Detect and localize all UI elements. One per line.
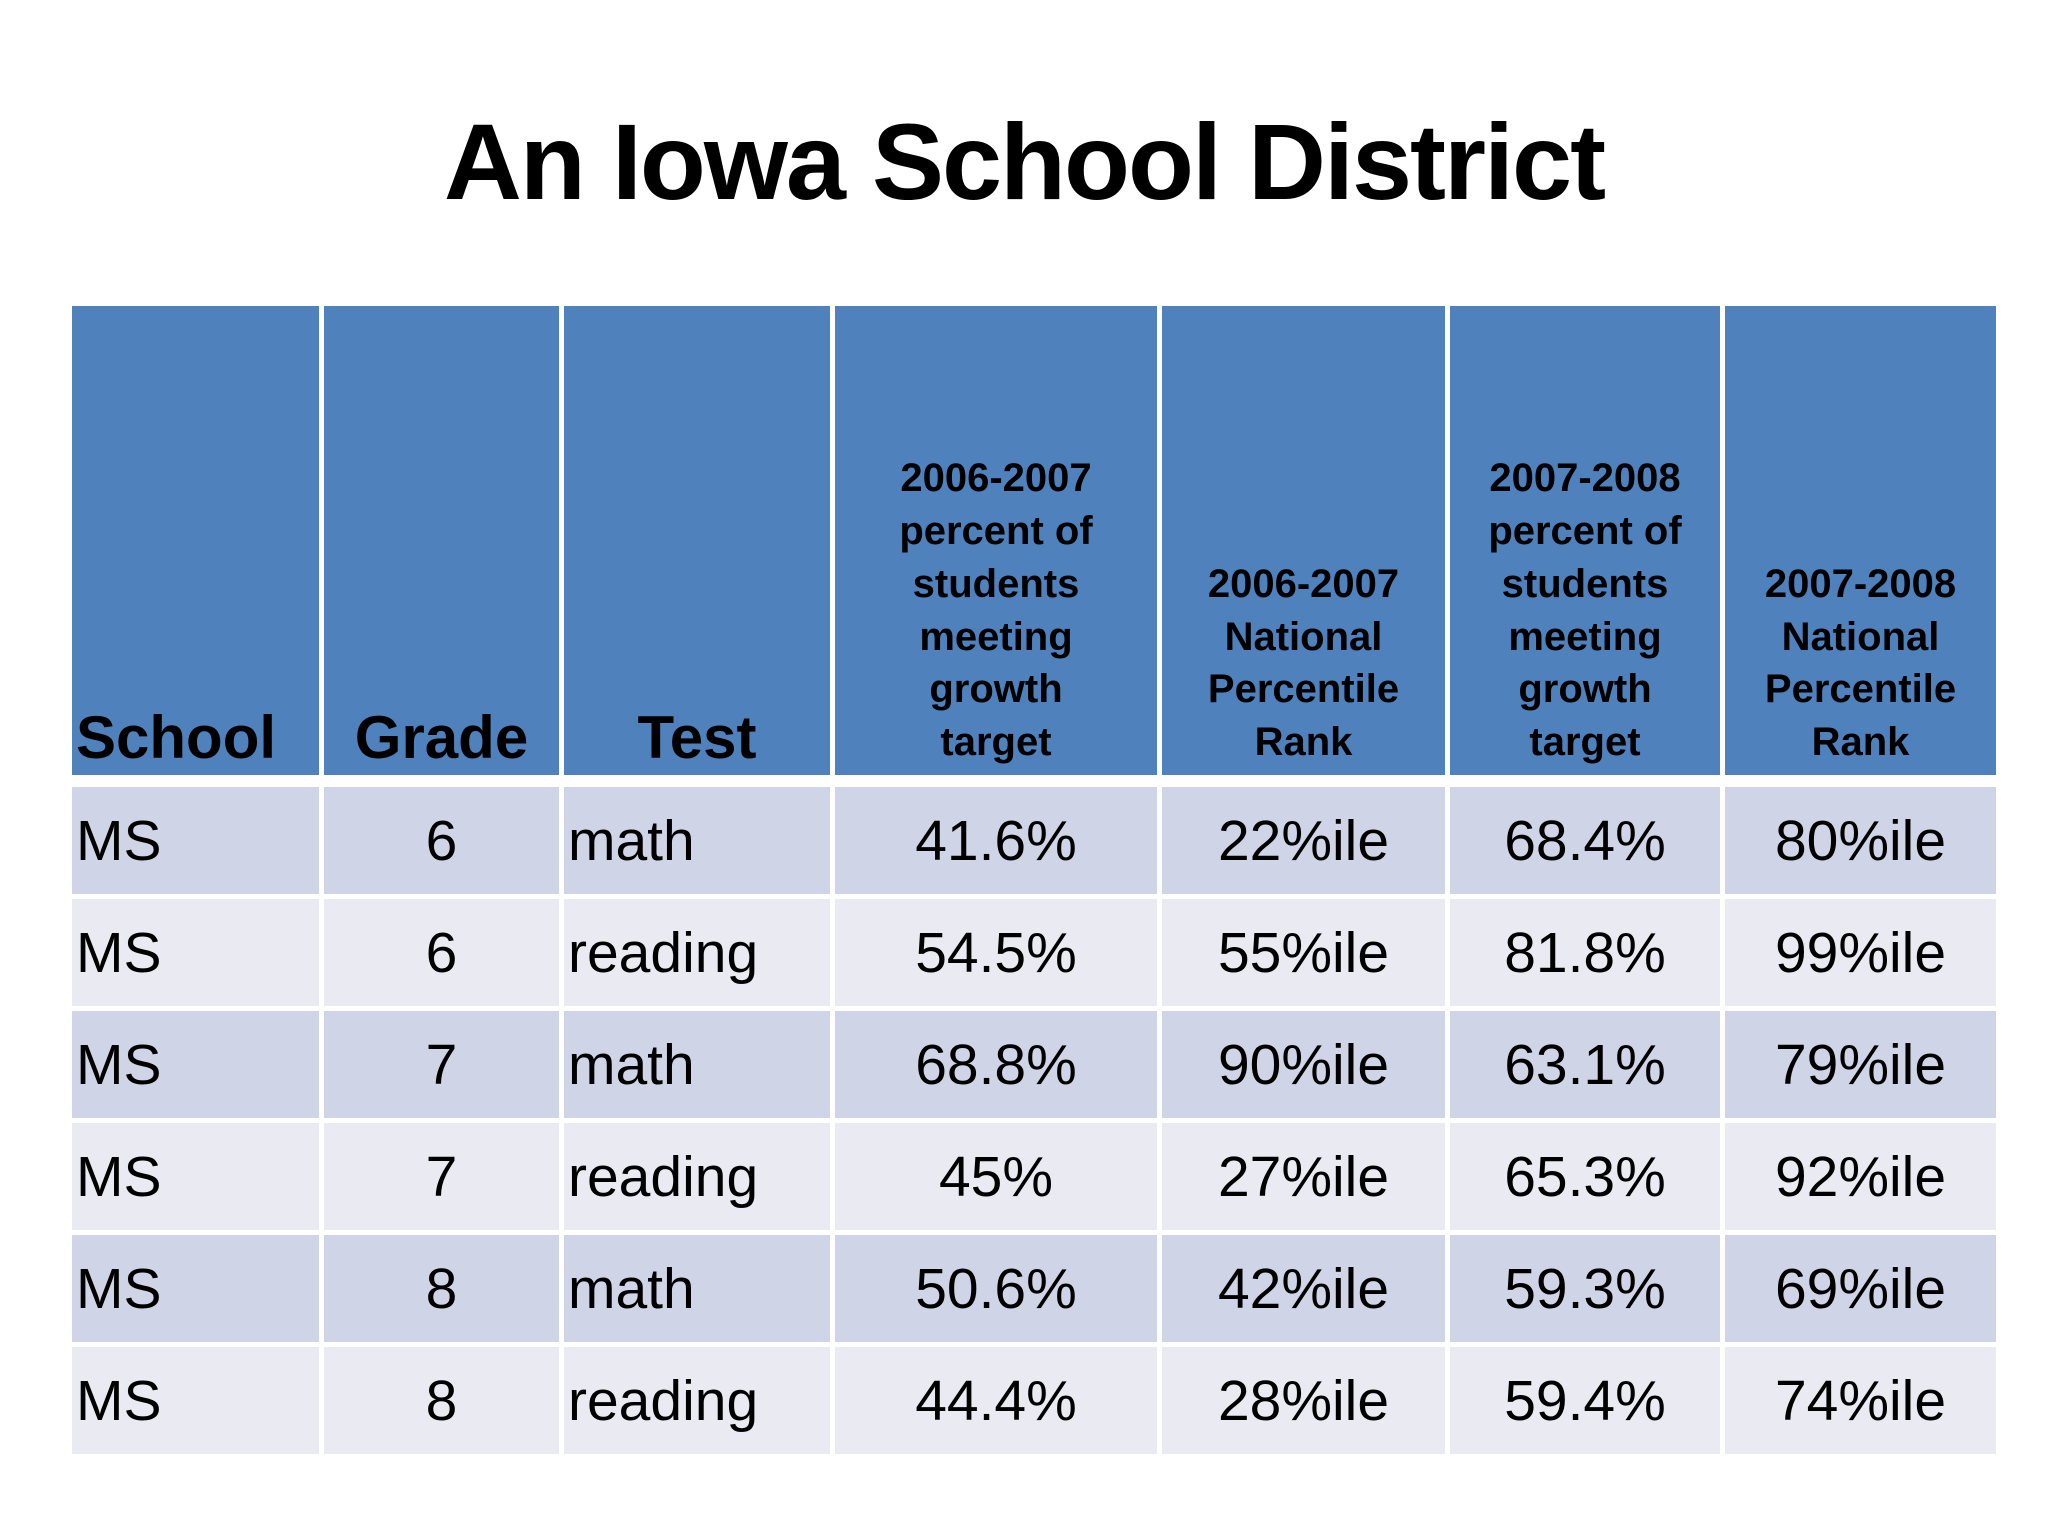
table-cell: 42%ile (1162, 1235, 1445, 1342)
table-cell: reading (564, 899, 830, 1006)
column-header-2007-2008-npr: 2007-2008 National Percentile Rank (1725, 306, 1996, 782)
table-cell: 6 (324, 899, 559, 1006)
table-cell: MS (72, 1123, 319, 1230)
table-cell: 74%ile (1725, 1347, 1996, 1454)
table-cell: 50.6% (835, 1235, 1157, 1342)
table-cell: 6 (324, 787, 559, 894)
table-cell: MS (72, 1347, 319, 1454)
table-cell: 99%ile (1725, 899, 1996, 1006)
table-cell: 65.3% (1450, 1123, 1720, 1230)
table-cell: 45% (835, 1123, 1157, 1230)
page-title: An Iowa School District (443, 101, 1606, 222)
table-cell: math (564, 1011, 830, 1118)
table-cell: 7 (324, 1123, 559, 1230)
table-cell: reading (564, 1123, 830, 1230)
table-cell: MS (72, 787, 319, 894)
table-cell: 92%ile (1725, 1123, 1996, 1230)
table-cell: 55%ile (1162, 899, 1445, 1006)
column-header-grade: Grade (324, 306, 559, 782)
table-cell: MS (72, 899, 319, 1006)
table-cell: 63.1% (1450, 1011, 1720, 1118)
table-row: MS 7 reading 45% 27%ile 65.3% 92%ile (72, 1123, 1996, 1230)
table-cell: 59.4% (1450, 1347, 1720, 1454)
table-cell: 80%ile (1725, 787, 1996, 894)
table-cell: MS (72, 1235, 319, 1342)
table-row: MS 7 math 68.8% 90%ile 63.1% 79%ile (72, 1011, 1996, 1118)
column-header-2006-2007-growth: 2006-2007 percent of students meeting gr… (835, 306, 1157, 782)
table-cell: 44.4% (835, 1347, 1157, 1454)
table-row: MS 6 math 41.6% 22%ile 68.4% 80%ile (72, 787, 1996, 894)
table-cell: math (564, 787, 830, 894)
table-cell: MS (72, 1011, 319, 1118)
table-cell: 7 (324, 1011, 559, 1118)
table-cell: 79%ile (1725, 1011, 1996, 1118)
table-cell: 8 (324, 1347, 559, 1454)
column-header-2007-2008-growth: 2007-2008 percent of students meeting gr… (1450, 306, 1720, 782)
column-header-test: Test (564, 306, 830, 782)
table-cell: 59.3% (1450, 1235, 1720, 1342)
data-table: School Grade Test 2006-2007 percent of s… (67, 301, 2001, 1459)
table-row: MS 8 math 50.6% 42%ile 59.3% 69%ile (72, 1235, 1996, 1342)
table-row: MS 6 reading 54.5% 55%ile 81.8% 99%ile (72, 899, 1996, 1006)
table-cell: 68.4% (1450, 787, 1720, 894)
table-cell: 27%ile (1162, 1123, 1445, 1230)
table-cell: 81.8% (1450, 899, 1720, 1006)
table-cell: math (564, 1235, 830, 1342)
table-cell: 28%ile (1162, 1347, 1445, 1454)
table-cell: 54.5% (835, 899, 1157, 1006)
column-header-school: School (72, 306, 319, 782)
table-cell: 41.6% (835, 787, 1157, 894)
column-header-2006-2007-npr: 2006-2007 National Percentile Rank (1162, 306, 1445, 782)
table-row: MS 8 reading 44.4% 28%ile 59.4% 74%ile (72, 1347, 1996, 1454)
table-cell: reading (564, 1347, 830, 1454)
header-row: School Grade Test 2006-2007 percent of s… (72, 306, 1996, 782)
table-header: School Grade Test 2006-2007 percent of s… (72, 306, 1996, 782)
table-container: School Grade Test 2006-2007 percent of s… (67, 301, 2001, 1459)
table-cell: 22%ile (1162, 787, 1445, 894)
table-cell: 90%ile (1162, 1011, 1445, 1118)
table-cell: 69%ile (1725, 1235, 1996, 1342)
table-cell: 8 (324, 1235, 559, 1342)
table-body: MS 6 math 41.6% 22%ile 68.4% 80%ile MS 6… (72, 787, 1996, 1454)
table-cell: 68.8% (835, 1011, 1157, 1118)
